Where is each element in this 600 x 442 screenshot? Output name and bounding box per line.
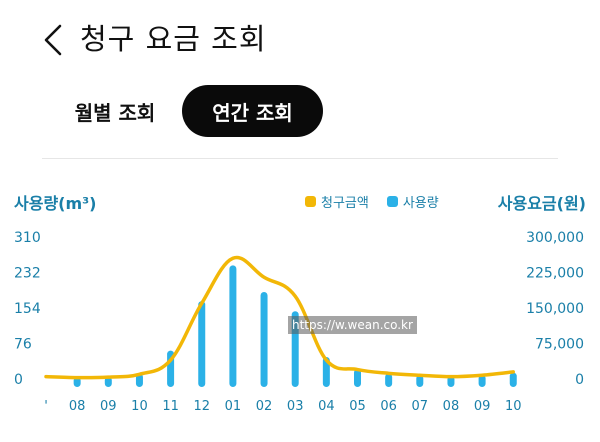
usage-bar (198, 301, 206, 387)
chevron-left-icon (44, 24, 62, 56)
divider (42, 158, 558, 159)
x-tick-label: 08 (69, 399, 86, 414)
legend-swatch-amount (305, 196, 316, 207)
usage-chart: 사용량(m³) 청구금액 사용량 사용요금(원) 310 232 154 76 0 300… (0, 180, 600, 420)
legend-item-usage: 사용량 (386, 192, 439, 211)
left-tick-label: 76 (14, 337, 32, 353)
chart-legend: 청구금액 사용량 (305, 192, 439, 211)
x-tick-label: 05 (349, 399, 366, 414)
right-tick-label: 300,000 (526, 230, 584, 246)
tab-bar: 월별 조회 연간 조회 (0, 84, 600, 140)
right-tick-label: 150,000 (526, 301, 584, 317)
left-tick-label: 154 (14, 301, 41, 317)
usage-bar (229, 265, 237, 387)
right-axis-title: 사용요금(원) (497, 194, 586, 213)
usage-bar (104, 376, 112, 387)
left-tick-label: 232 (14, 266, 41, 282)
x-tick-label: ' (44, 399, 48, 414)
right-tick-label: 75,000 (535, 337, 584, 353)
x-tick-label: 07 (412, 399, 429, 414)
right-tick-label: 225,000 (526, 266, 584, 282)
header: 청구 요금 조회 (0, 0, 600, 80)
usage-bar (135, 373, 143, 387)
x-tick-label: 10 (131, 399, 148, 414)
amount-line (44, 255, 515, 380)
x-tick-label: 03 (287, 399, 304, 414)
usage-bar (478, 374, 486, 387)
x-tick-label: 12 (193, 399, 210, 414)
x-tick-label: 11 (162, 399, 179, 414)
left-axis-title: 사용량(m³) (14, 194, 97, 213)
x-tick-label: 06 (380, 399, 397, 414)
tab-monthly[interactable]: 월별 조회 (74, 100, 156, 125)
legend-label-amount: 청구금액 (321, 196, 369, 211)
x-tick-label: 08 (443, 399, 460, 414)
usage-bar (354, 368, 361, 387)
usage-bar (447, 375, 455, 387)
x-tick-label: 01 (225, 399, 242, 414)
usage-bar (322, 357, 330, 387)
legend-label-usage: 사용량 (402, 196, 439, 211)
right-tick-label: 0 (575, 372, 584, 388)
x-tick-label: 02 (256, 399, 273, 414)
usage-bar (509, 372, 517, 387)
watermark: https://w.wean.co.kr (288, 316, 417, 334)
tab-yearly[interactable]: 연간 조회 (182, 85, 323, 137)
x-tick-label: 10 (505, 399, 522, 414)
chart-plot: 310 232 154 76 0 300,000 225,000 150,000 75,000 0… (14, 230, 584, 414)
usage-bar (260, 291, 268, 387)
legend-swatch-usage (386, 196, 398, 207)
left-tick-label: 310 (14, 230, 41, 246)
left-tick-label: 0 (14, 372, 23, 388)
usage-bar (385, 373, 393, 387)
x-tick-label: 09 (474, 399, 491, 414)
usage-bar (73, 377, 81, 387)
x-tick-label: 09 (100, 399, 117, 414)
page-title: 청구 요금 조회 (80, 22, 267, 56)
legend-item-amount: 청구금액 (305, 192, 369, 211)
back-button[interactable] (38, 20, 68, 60)
usage-bar (416, 374, 424, 387)
x-tick-label: 04 (318, 399, 335, 414)
